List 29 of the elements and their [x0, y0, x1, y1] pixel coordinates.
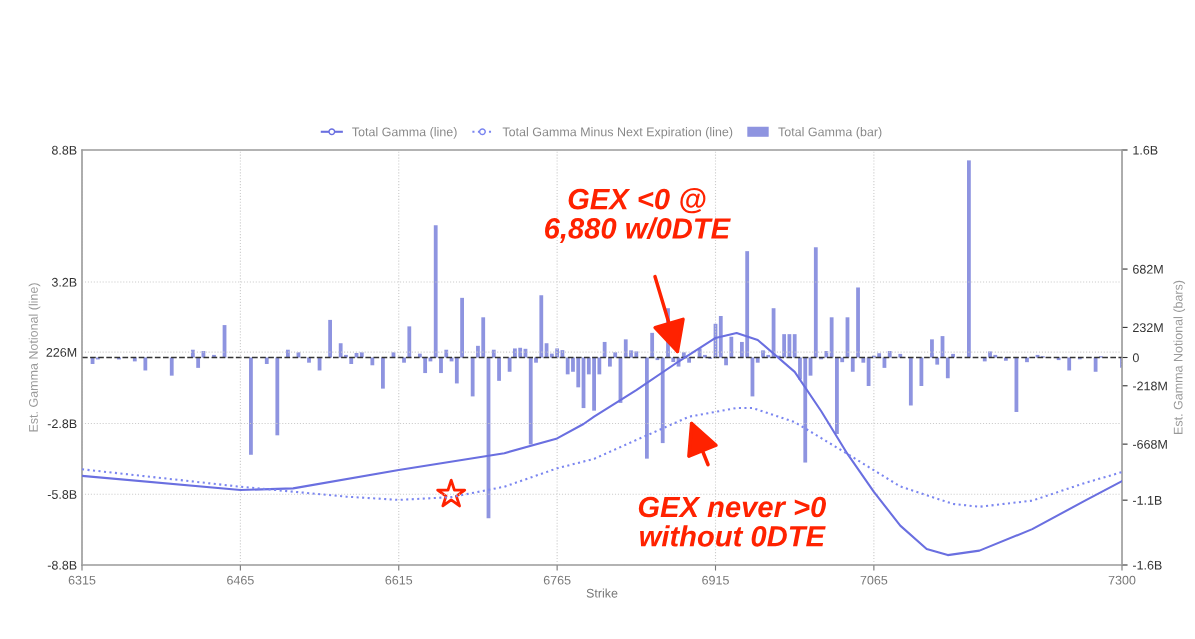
legend-label: Total Gamma (line)	[352, 127, 457, 139]
y-tick-label: -5.8B	[47, 490, 77, 499]
y2-tick-label: 0	[1132, 353, 1139, 363]
y-tick-label: -2.8B	[47, 419, 77, 429]
y2-tick-label: -668M	[1132, 439, 1167, 449]
y-tick-label: 226M	[46, 347, 77, 357]
y-axis-title: Est. Gamma Notional (line)	[28, 283, 41, 432]
y2-tick-label: 682M	[1133, 264, 1163, 274]
x-axis-title: Strike	[586, 588, 618, 598]
y-tick-label: 8.8B	[51, 145, 77, 155]
y2-tick-label: 232M	[1133, 323, 1163, 333]
legend-label: Total Gamma Minus Next Expiration (line)	[502, 127, 733, 139]
y-tick-label: 3.2B	[51, 277, 77, 287]
y2-tick-label: 1.6B	[1133, 145, 1158, 155]
annotation: GEX <0 @ 6,880 w/0DTE	[545, 188, 731, 243]
x-tick-label: 6615	[385, 575, 413, 585]
legend-label: Total Gamma (bar)	[778, 127, 882, 139]
y2-tick-label: -218M	[1132, 381, 1167, 391]
x-tick-label: 7300	[1108, 575, 1136, 585]
x-tick-label: 7065	[860, 575, 888, 585]
x-tick-label: 6465	[227, 575, 254, 585]
x-tick-label: 6315	[68, 575, 96, 585]
x-tick-label: 6765	[543, 575, 571, 585]
annotation: GEX never >0 without 0DTE	[638, 496, 826, 547]
x-tick-label: 6915	[702, 575, 729, 585]
y-tick-label: -8.8B	[47, 560, 77, 570]
y2-tick-label: -1.1B	[1132, 496, 1162, 505]
y2-axis-title: Est. Gamma Notional (bars)	[1173, 280, 1186, 434]
y2-tick-label: -1.6B	[1132, 560, 1162, 570]
